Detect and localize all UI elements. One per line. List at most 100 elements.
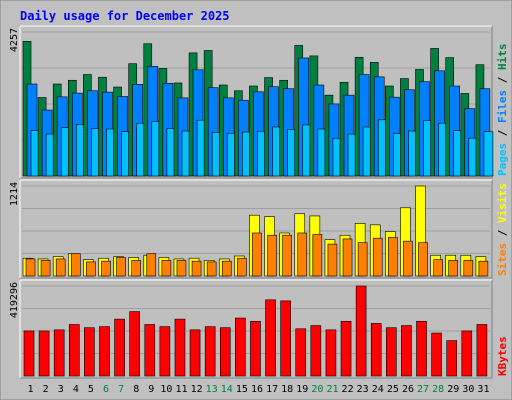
bar-sites-day-18 [282,234,292,277]
bar-sites-day-25 [388,237,398,277]
bar-kbytes-day-26 [401,325,412,377]
bar-sites-day-28 [433,259,443,277]
bar-kbytes-day-21 [325,329,337,377]
bar-pages-day-31 [483,131,494,177]
bar-sites-day-30 [463,260,474,277]
bar-sites-day-27 [418,242,428,277]
bar-kbytes-day-17 [265,299,276,377]
x-label-day-10: 10 [160,384,172,395]
legend-sites: Sites [496,243,509,276]
bar-kbytes-day-6 [99,326,110,377]
bar-kbytes-day-8 [129,311,140,377]
x-label-day-20: 20 [311,384,323,395]
x-label-day-16: 16 [251,384,263,395]
x-label-day-3: 3 [58,384,64,395]
x-label-day-26: 26 [402,384,414,395]
bar-kbytes-day-20 [310,325,322,377]
x-label-day-25: 25 [387,384,399,395]
x-label-day-4: 4 [73,384,79,395]
legend-visits-sites: Sites / Visits [496,183,509,276]
legend: Pages / Files / Hits [496,44,509,177]
x-label-day-17: 17 [266,384,278,395]
x-label-day-12: 12 [191,384,203,395]
bar-sites-day-21 [327,243,338,277]
bar-kbytes-day-22 [340,320,352,377]
x-axis-day-labels: 1 2 3 4 5 6 7 8 9 10 11 12 13 14 15 16 17 18 19 20 21 22 23 24 2… [28,384,490,395]
bar-sites-day-24 [372,237,383,277]
x-label-day-31: 31 [477,384,489,395]
x-label-day-18: 18 [281,384,293,395]
x-label-day-29: 29 [447,384,459,395]
bar-kbytes-day-1 [23,330,35,377]
bar-sites-day-4 [70,253,81,277]
bar-sites-day-26 [403,240,413,277]
bar-kbytes-day-15 [235,317,246,377]
bar-sites-day-29 [448,260,459,277]
legend-visits: Visits [496,183,509,223]
legend-pages: Pages [496,143,509,176]
bar-kbytes-day-29 [446,340,458,377]
legend-kbytes: KBytes [496,336,509,376]
legend-separator: / [496,123,509,143]
x-label-day-22: 22 [342,384,354,395]
bar-sites-day-12 [191,260,202,277]
bar-kbytes-day-9 [144,324,156,377]
panel-hits-files-pages: 4257 [9,25,494,179]
x-label-day-8: 8 [133,384,139,395]
bar-sites-day-19 [297,232,308,277]
panel-visits-sites: 1214 [9,179,493,279]
x-label-day-7: 7 [118,384,124,395]
legend-hits: Hits [496,44,509,71]
x-label-day-11: 11 [175,384,187,395]
x-label-day-15: 15 [236,384,248,395]
bar-kbytes-day-16 [250,320,261,377]
bar-sites-day-3 [55,258,66,277]
bar-sites-day-10 [161,260,172,277]
bar-kbytes-day-2 [38,330,50,377]
bar-sites-day-7 [116,257,126,277]
x-label-day-1: 1 [28,384,34,395]
bar-kbytes-day-3 [53,329,65,377]
bar-kbytes-day-10 [159,326,171,377]
chart-title: Daily usage for December 2025 [20,9,230,23]
panel-kbytes: 419296 [9,279,493,379]
bar-kbytes-day-24 [370,323,382,377]
bar-sites-day-17 [267,234,277,277]
bar-kbytes-day-14 [219,327,231,377]
x-label-day-2: 2 [43,384,49,395]
bar-sites-day-15 [237,257,247,277]
legend-kbytes: KBytes [496,336,509,376]
x-label-day-6: 6 [103,384,109,395]
bar-sites-day-1 [25,258,36,277]
x-label-day-14: 14 [221,384,233,395]
bar-sites-day-16 [252,232,262,277]
legend-files: Files [496,90,509,123]
bar-sites-day-23 [357,242,368,277]
bar-kbytes-day-4 [68,324,80,377]
legend: KBytes [496,336,509,376]
bar-kbytes-day-27 [416,320,427,377]
bar-sites-day-11 [176,260,187,277]
bar-kbytes-day-30 [461,330,473,377]
legend: Sites / Visits [496,183,509,276]
bar-kbytes-day-28 [431,332,442,377]
y-max-label: 419296 [9,282,20,318]
bar-kbytes-day-23 [355,285,367,377]
bar-kbytes-day-7 [114,318,125,377]
bar-kbytes-day-19 [295,328,307,377]
bar-sites-day-8 [131,260,141,277]
bar-sites-day-31 [478,260,489,277]
legend-hits-files-pages: Pages / Files / Hits [496,44,509,177]
x-label-day-9: 9 [148,384,154,395]
x-label-day-28: 28 [432,384,444,395]
bar-kbytes-day-31 [476,324,488,377]
x-label-day-21: 21 [326,384,338,395]
bar-kbytes-day-18 [280,300,291,377]
x-label-day-5: 5 [88,384,94,395]
x-label-day-24: 24 [372,384,384,395]
bar-sites-day-2 [40,260,51,277]
bar-kbytes-day-13 [204,326,216,377]
bar-sites-day-5 [86,261,96,277]
bar-sites-day-13 [206,261,217,277]
